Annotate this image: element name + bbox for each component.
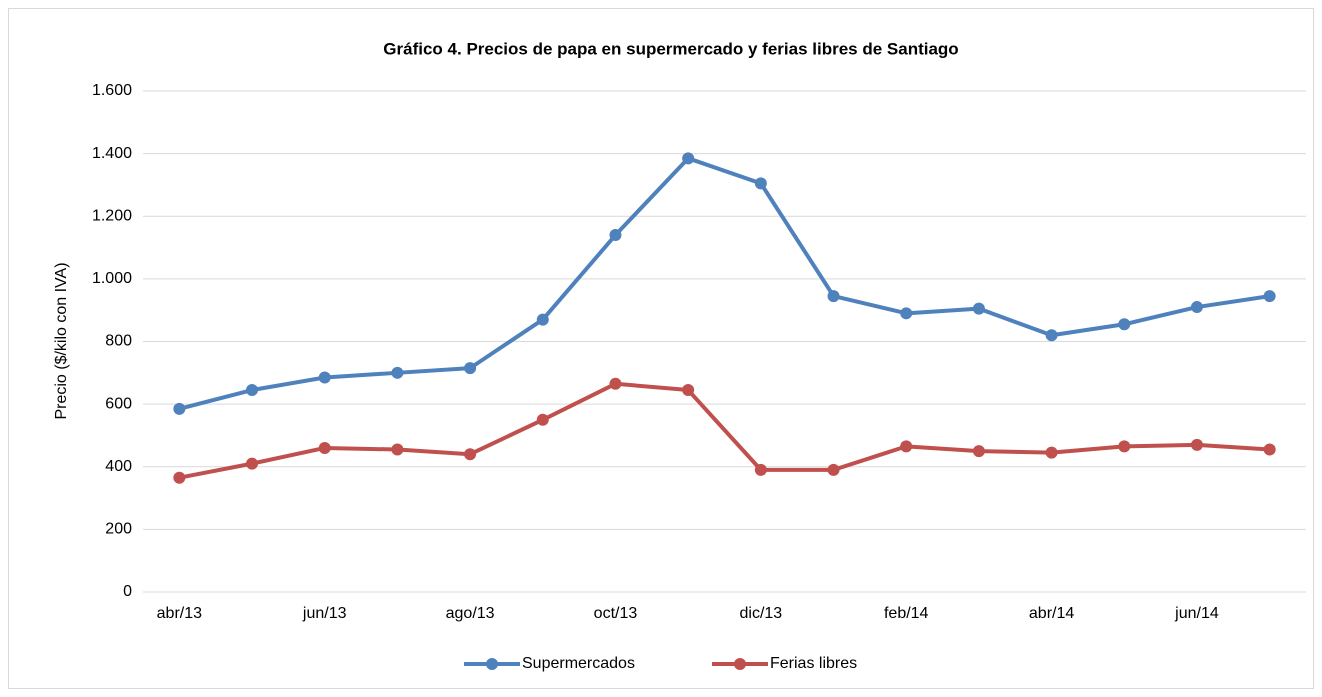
point bbox=[391, 443, 404, 456]
y-tick-label: 1.400 bbox=[92, 145, 132, 162]
x-tick-label: ago/13 bbox=[446, 605, 495, 622]
point bbox=[1190, 438, 1203, 451]
point bbox=[1045, 446, 1058, 459]
y-tick-label: 1.200 bbox=[92, 207, 132, 224]
point bbox=[754, 463, 767, 476]
line bbox=[178, 156, 1270, 411]
point bbox=[173, 402, 186, 415]
point bbox=[682, 384, 695, 397]
x-tick-label: jun/14 bbox=[1174, 605, 1219, 622]
y-tick-label: 1.000 bbox=[92, 270, 132, 287]
y-tick-label: 600 bbox=[105, 395, 132, 412]
point bbox=[246, 384, 259, 397]
point bbox=[464, 362, 477, 375]
legend-label: Supermercados bbox=[522, 655, 635, 672]
point bbox=[900, 440, 913, 453]
legend-label: Ferias libres bbox=[770, 655, 857, 672]
point bbox=[464, 448, 477, 461]
point bbox=[827, 290, 840, 303]
legend-marker bbox=[486, 658, 498, 670]
chart-border bbox=[8, 8, 1314, 689]
point bbox=[391, 366, 404, 379]
point bbox=[536, 313, 549, 326]
y-tick-label: 1.600 bbox=[92, 82, 132, 99]
y-tick-label: 0 bbox=[123, 583, 132, 600]
point bbox=[900, 307, 913, 320]
point bbox=[972, 302, 985, 315]
point bbox=[827, 463, 840, 476]
point bbox=[972, 445, 985, 458]
point bbox=[609, 377, 622, 390]
point bbox=[1190, 301, 1203, 314]
point bbox=[318, 441, 331, 454]
point bbox=[609, 229, 622, 242]
point bbox=[536, 413, 549, 426]
point bbox=[1263, 443, 1276, 456]
x-tick-label: dic/13 bbox=[739, 605, 782, 622]
point bbox=[1045, 329, 1058, 342]
x-tick-label: oct/13 bbox=[594, 605, 638, 622]
x-tick-label: abr/13 bbox=[157, 605, 202, 622]
y-tick-label: 200 bbox=[105, 521, 132, 538]
y-tick-label: 800 bbox=[105, 333, 132, 350]
point bbox=[1263, 290, 1276, 303]
point bbox=[1118, 318, 1131, 331]
point bbox=[246, 457, 259, 470]
y-tick-label: 400 bbox=[105, 458, 132, 475]
point bbox=[173, 471, 186, 484]
x-tick-label: abr/14 bbox=[1029, 605, 1074, 622]
point bbox=[754, 177, 767, 190]
point bbox=[318, 371, 331, 384]
point bbox=[682, 152, 695, 165]
legend-marker bbox=[734, 658, 746, 670]
x-tick-label: jun/13 bbox=[302, 605, 347, 622]
point bbox=[1118, 440, 1131, 453]
y-axis-label: Precio ($/kilo con IVA) bbox=[53, 262, 70, 419]
x-tick-label: feb/14 bbox=[884, 605, 929, 622]
line bbox=[178, 381, 1270, 480]
chart-title: Gráfico 4. Precios de papa en supermerca… bbox=[383, 39, 958, 58]
